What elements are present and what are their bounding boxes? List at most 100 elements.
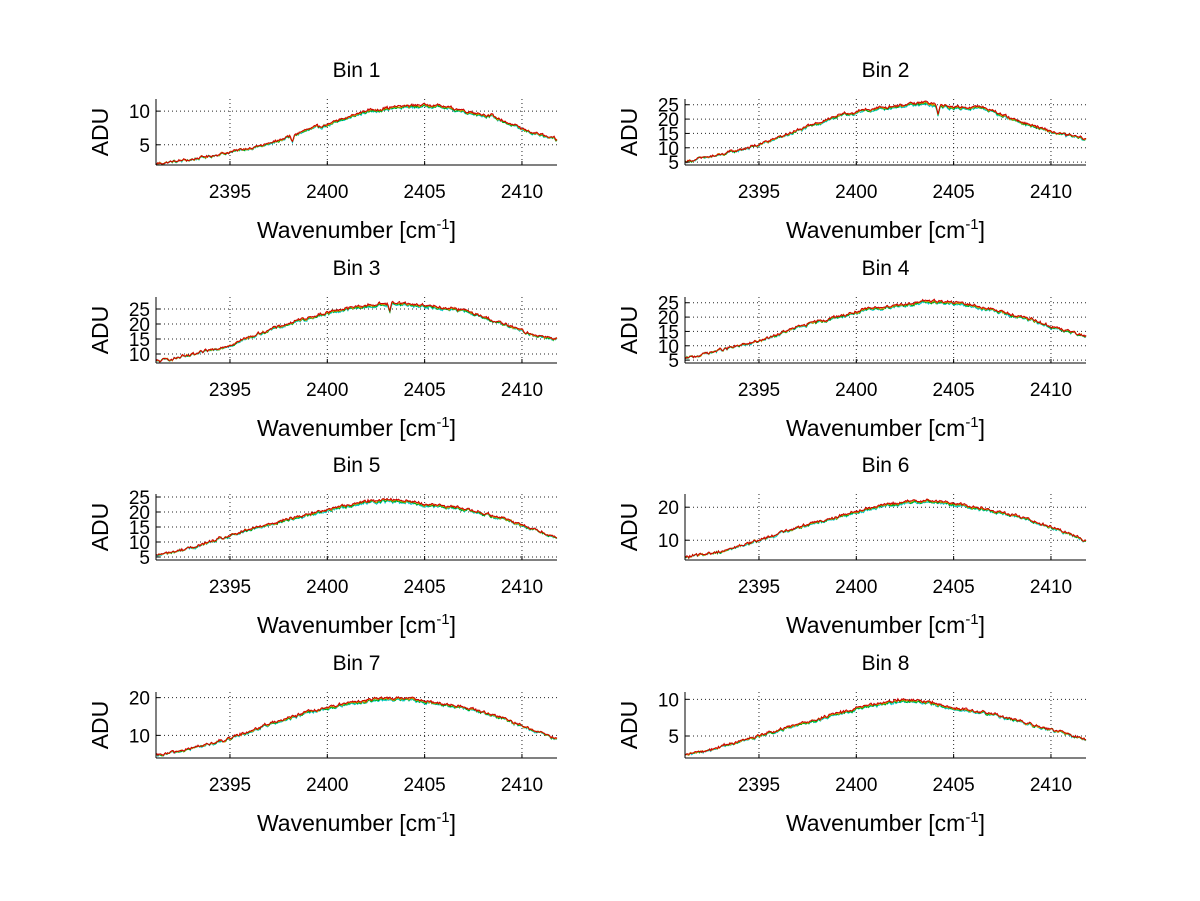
x-tick-label: 2410	[501, 577, 543, 598]
x-tick-label: 2395	[209, 182, 251, 203]
x-axis-label-close: ]	[979, 217, 985, 243]
subplot-title: Bin 2	[862, 59, 910, 82]
y-tick-label: 20	[658, 110, 679, 131]
y-axis-label: ADU	[87, 503, 113, 552]
x-tick-label: 2400	[306, 577, 348, 598]
series-line-4	[155, 696, 558, 757]
subplot-title: Bin 4	[862, 257, 910, 280]
series-line-1	[684, 501, 1087, 559]
x-axis-label-close: ]	[979, 612, 985, 638]
x-axis-label-superscript: -1	[965, 216, 978, 233]
series-line-4	[684, 697, 1087, 756]
x-tick-label: 2400	[306, 775, 348, 796]
y-tick-label: 10	[129, 345, 150, 366]
x-tick-label: 2410	[1030, 775, 1072, 796]
x-axis-label-close: ]	[979, 415, 985, 441]
x-axis-label: Wavenumber [cm-1]	[786, 611, 985, 638]
subplot-title: Bin 5	[333, 454, 381, 477]
subplot-title: Bin 8	[862, 652, 910, 675]
x-axis-label-close: ]	[979, 810, 985, 836]
y-tick-label: 20	[129, 315, 150, 336]
y-tick-label: 10	[658, 531, 679, 552]
y-axis-label: ADU	[87, 306, 113, 355]
y-tick-label: 5	[139, 548, 150, 569]
x-axis-label: Wavenumber [cm-1]	[257, 216, 456, 243]
series-line-1	[155, 499, 558, 557]
x-tick-label: 2395	[209, 775, 251, 796]
y-tick-label: 10	[129, 726, 150, 747]
x-axis-label-text: Wavenumber [cm	[786, 810, 965, 836]
x-tick-label: 2405	[403, 577, 445, 598]
x-tick-label: 2395	[738, 380, 780, 401]
series-line-3	[684, 698, 1087, 756]
y-tick-label: 15	[129, 330, 150, 351]
series-line-3	[155, 301, 558, 363]
x-tick-label: 2405	[932, 775, 974, 796]
x-tick-label: 2395	[209, 380, 251, 401]
y-tick-label: 15	[658, 124, 679, 145]
y-tick-label: 25	[129, 488, 150, 509]
series-line-4	[684, 298, 1087, 360]
x-tick-label: 2405	[932, 380, 974, 401]
y-tick-label: 5	[139, 136, 150, 157]
subplot-bin-7: 2395 2400 2405 2410 10 20 Bin 7 Wavenumber [cm-…	[87, 652, 558, 836]
series-line-3	[684, 100, 1087, 163]
x-axis-label: Wavenumber [cm-1]	[786, 414, 985, 441]
x-tick-label: 2410	[1030, 182, 1072, 203]
series-line-4	[155, 497, 558, 556]
x-tick-label: 2410	[1030, 380, 1072, 401]
y-tick-label: 10	[658, 139, 679, 160]
x-axis-label-close: ]	[450, 415, 456, 441]
x-axis-label-superscript: -1	[436, 611, 449, 628]
x-tick-label: 2400	[835, 775, 877, 796]
x-axis-label: Wavenumber [cm-1]	[257, 809, 456, 836]
x-axis-label-text: Wavenumber [cm	[257, 217, 436, 243]
y-axis-label: ADU	[616, 306, 642, 355]
series-line-2	[155, 696, 557, 757]
series-line-2	[156, 302, 558, 363]
subplot-bin-8: 2395 2400 2405 2410 5 10 Bin 8 Wavenumber [cm-1…	[616, 652, 1087, 836]
series-line-2	[684, 300, 1087, 360]
y-tick-label: 20	[129, 689, 150, 710]
subplot-bin-1: 2395 2400 2405 2410 5 10 Bin 1 Wavenumber [cm-1…	[87, 59, 558, 243]
x-axis-label-superscript: -1	[965, 414, 978, 431]
x-axis-label-close: ]	[450, 217, 456, 243]
y-tick-label: 5	[668, 351, 679, 372]
y-tick-label: 10	[658, 690, 679, 711]
x-tick-label: 2410	[501, 775, 543, 796]
y-tick-label: 10	[658, 337, 679, 358]
y-tick-label: 10	[129, 533, 150, 554]
x-axis-label-text: Wavenumber [cm	[786, 217, 965, 243]
y-tick-label: 10	[129, 102, 150, 123]
y-axis-label: ADU	[616, 503, 642, 552]
x-axis-label-superscript: -1	[436, 809, 449, 826]
series-line-4	[155, 300, 558, 363]
x-tick-label: 2400	[835, 182, 877, 203]
x-axis-label-superscript: -1	[436, 216, 449, 233]
y-tick-label: 15	[129, 518, 150, 539]
x-axis-label-text: Wavenumber [cm	[786, 415, 965, 441]
x-axis-label: Wavenumber [cm-1]	[786, 809, 985, 836]
x-axis-label: Wavenumber [cm-1]	[257, 414, 456, 441]
x-axis-label-close: ]	[450, 612, 456, 638]
x-tick-label: 2405	[932, 577, 974, 598]
y-axis-label: ADU	[87, 108, 113, 157]
x-tick-label: 2405	[403, 775, 445, 796]
subplot-title: Bin 6	[862, 454, 910, 477]
x-tick-label: 2400	[835, 577, 877, 598]
y-tick-label: 20	[129, 503, 150, 524]
series-line-4	[155, 102, 558, 165]
y-axis-label: ADU	[616, 108, 642, 157]
x-tick-label: 2410	[1030, 577, 1072, 598]
x-tick-label: 2395	[738, 775, 780, 796]
x-axis-label-superscript: -1	[436, 414, 449, 431]
series-line-1	[155, 302, 558, 363]
x-tick-label: 2400	[306, 380, 348, 401]
y-tick-label: 20	[658, 498, 679, 519]
x-axis-label-text: Wavenumber [cm	[257, 612, 436, 638]
x-axis-label-superscript: -1	[965, 611, 978, 628]
x-axis-label-text: Wavenumber [cm	[786, 612, 965, 638]
x-tick-label: 2395	[738, 182, 780, 203]
